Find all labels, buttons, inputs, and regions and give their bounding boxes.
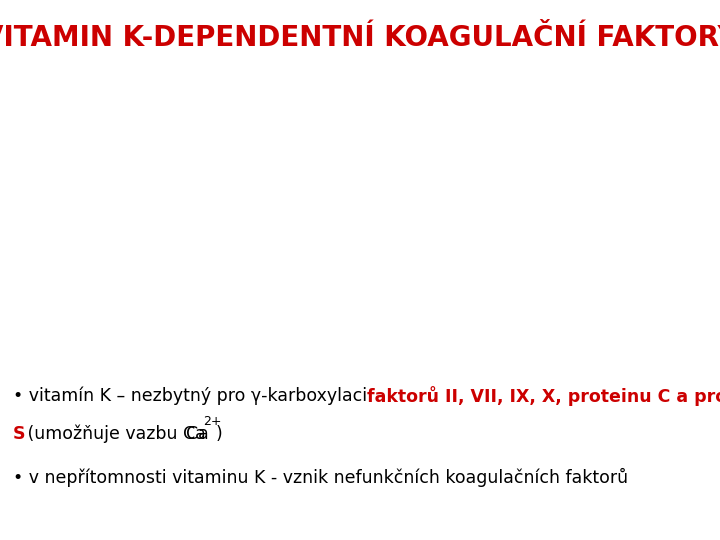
Text: ): ) (215, 425, 222, 443)
Text: • vitamín K – nezbytný pro γ-karboxylaci: • vitamín K – nezbytný pro γ-karboxylaci (13, 386, 372, 404)
Text: (umožňuje vazbu Ca: (umožňuje vazbu Ca (22, 425, 205, 443)
Text: Ca: Ca (186, 425, 209, 443)
Text: 2+: 2+ (203, 415, 222, 428)
FancyBboxPatch shape (7, 68, 713, 381)
Text: VITAMIN K-DEPENDENTNÍ KOAGULAČNÍ FAKTORY: VITAMIN K-DEPENDENTNÍ KOAGULAČNÍ FAKTORY (0, 24, 720, 52)
Text: faktorů II, VII, IX, X, proteinu C a proteinu: faktorů II, VII, IX, X, proteinu C a pro… (367, 386, 720, 406)
Text: • v nepřítomnosti vitaminu K - vznik nefunkčních koagulačních faktorů: • v nepřítomnosti vitaminu K - vznik nef… (13, 468, 628, 487)
Text: S: S (13, 425, 25, 443)
